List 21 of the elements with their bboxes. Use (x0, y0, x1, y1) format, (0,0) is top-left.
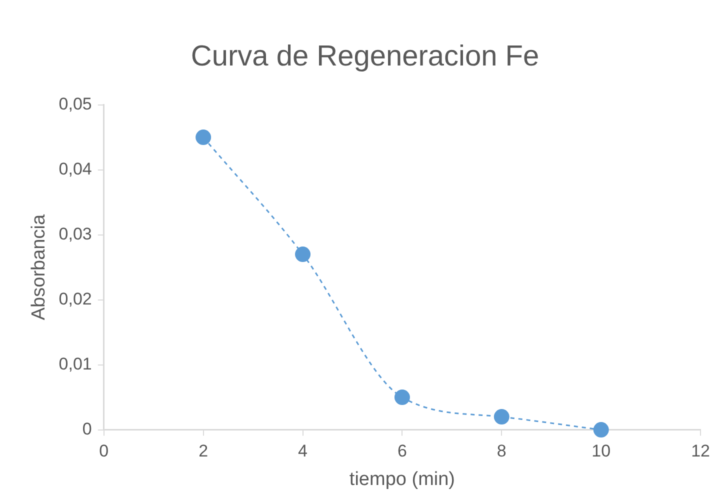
y-axis-title: Absorbancia (28, 214, 50, 320)
x-tick-label: 10 (592, 442, 611, 461)
x-tick-label: 8 (496, 442, 506, 461)
x-tick-label: 12 (691, 442, 710, 461)
y-tick-label: 0,05 (58, 94, 92, 114)
y-tick-label: 0,02 (58, 289, 92, 308)
x-tick-label: 0 (99, 442, 109, 461)
y-tick-label: 0 (82, 419, 92, 438)
y-tick-label: 0,01 (58, 354, 92, 374)
y-tick-label: 0,03 (58, 224, 92, 244)
x-tick-label: 4 (298, 442, 308, 461)
point (295, 246, 311, 262)
x-axis-title: tiempo (min) (349, 468, 456, 490)
point (394, 390, 410, 406)
x-tick-label: 6 (397, 442, 407, 461)
chart-title: Curva de Regeneracion Fe (190, 40, 540, 72)
point (593, 422, 609, 438)
x-tick-label: 2 (198, 442, 208, 461)
y-tick-label: 0,04 (58, 159, 92, 178)
point (196, 130, 212, 146)
point (494, 409, 510, 425)
